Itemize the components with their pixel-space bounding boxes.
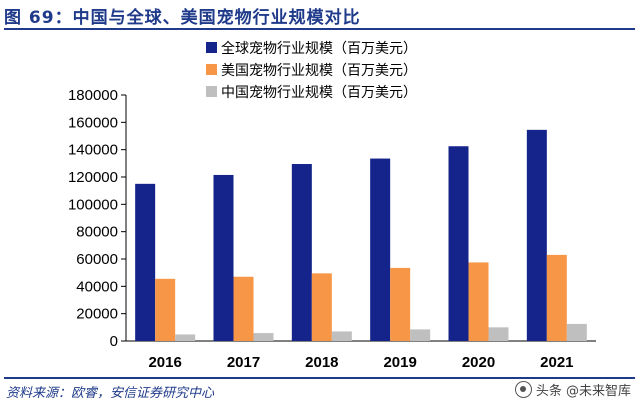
legend-label-1: 全球宠物行业规模（百万美元） <box>221 40 417 57</box>
x-tick-label: 2017 <box>227 354 260 371</box>
bar-series-1-2017 <box>213 174 234 341</box>
x-tick-label: 2016 <box>148 354 181 371</box>
y-tick-label: 140000 <box>68 142 118 159</box>
legend-swatch-3 <box>206 86 217 97</box>
bar-series-2-2018 <box>311 273 332 341</box>
bar-series-3-2017 <box>253 333 274 341</box>
bar-series-1-2019 <box>370 158 391 341</box>
source-divider <box>4 377 635 379</box>
bars <box>135 129 587 341</box>
y-tick-label: 80000 <box>76 224 118 241</box>
bar-series-2-2021 <box>546 254 567 341</box>
source-note: 资料来源：欧睿，安信证券研究中心 <box>6 386 215 401</box>
y-tick-label: 160000 <box>68 114 118 131</box>
bar-series-1-2020 <box>448 146 469 341</box>
y-axis: 0 20000 40000 60000 80000 100000 120000 140000 1… <box>68 87 127 350</box>
legend: 全球宠物行业规模（百万美元） 美国宠物行业规模（百万美元） 中国宠物行业规模（百万美… <box>206 40 417 101</box>
bar-series-3-2019 <box>410 329 431 341</box>
y-tick-label: 120000 <box>68 169 118 186</box>
x-axis: 2016 2017 2018 2019 2020 2021 <box>126 340 596 371</box>
title-divider <box>4 28 635 30</box>
x-tick-label: 2018 <box>305 354 338 371</box>
y-tick-label: 20000 <box>76 306 118 323</box>
legend-label-2: 美国宠物行业规模（百万美元） <box>221 63 417 79</box>
y-tick-label: 0 <box>110 333 118 350</box>
bar-series-1-2016 <box>135 183 156 341</box>
y-tick-label: 180000 <box>68 87 118 104</box>
watermark-text: 头条 @未来智库 <box>535 384 631 399</box>
x-tick-label: 2021 <box>540 354 573 371</box>
bar-series-3-2018 <box>331 331 352 341</box>
legend-label-3: 中国宠物行业规模（百万美元） <box>221 85 417 101</box>
x-tick-label: 2020 <box>462 354 495 371</box>
watermark: 头条 @未来智库 <box>514 380 631 399</box>
bar-series-2-2017 <box>233 276 254 341</box>
watermark-logo-icon <box>514 381 532 398</box>
bar-series-3-2021 <box>566 323 587 341</box>
legend-swatch-1 <box>206 42 217 53</box>
bar-series-1-2021 <box>526 129 547 341</box>
figure-title: 图 69：中国与全球、美国宠物行业规模对比 <box>4 8 361 28</box>
bar-series-3-2016 <box>175 334 196 341</box>
y-tick-label: 60000 <box>76 251 118 268</box>
bar-series-2-2016 <box>155 278 176 341</box>
y-tick-label: 40000 <box>76 278 118 295</box>
bar-series-2-2019 <box>390 267 411 341</box>
bar-series-2-2020 <box>468 262 489 341</box>
bar-series-1-2018 <box>291 164 312 341</box>
x-tick-label: 2019 <box>383 354 416 371</box>
y-tick-label: 100000 <box>68 196 118 213</box>
bar-series-3-2020 <box>488 327 509 341</box>
legend-swatch-2 <box>206 64 217 75</box>
